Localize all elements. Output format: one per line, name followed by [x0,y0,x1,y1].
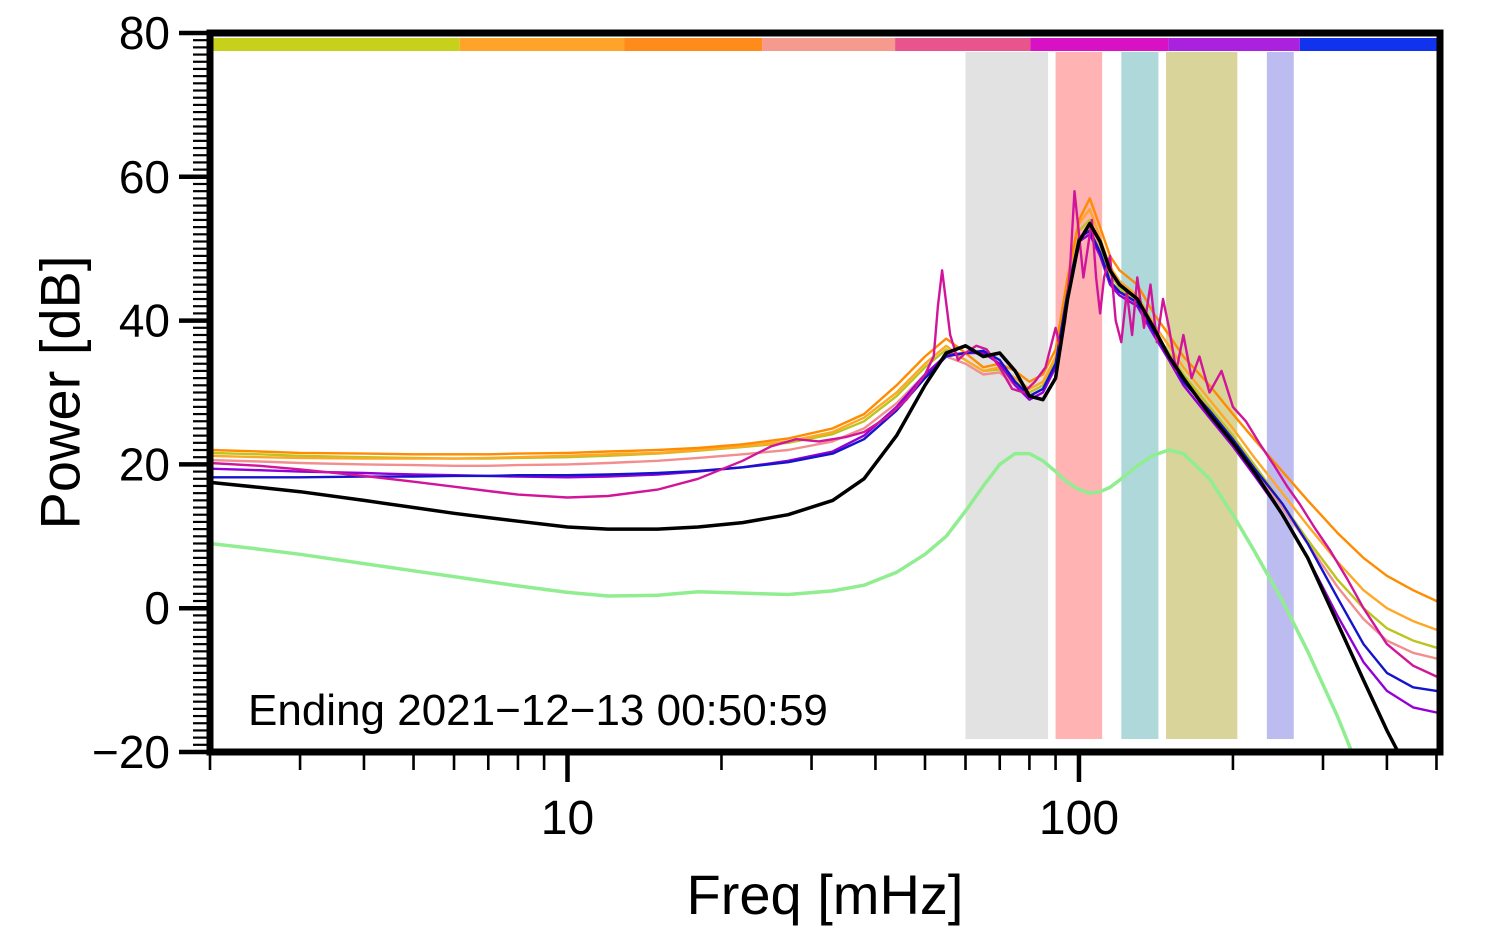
plot-frame [206,29,1444,756]
segment-yellow-green [210,38,460,51]
series-blue [210,229,1438,693]
band-teal [1121,52,1159,739]
band-lavender [1266,52,1294,739]
series-magenta-spiky [210,189,1438,678]
segment-orange-dark [624,38,763,51]
y-tick-label: 0 [144,582,170,634]
spectrum-curves [210,189,1438,752]
segment-blue [1299,38,1440,51]
y-tick-label: 20 [119,438,170,490]
series-orange-dark [210,197,1438,603]
ending-timestamp-annotation: Ending 2021−12−13 00:50:59 [248,686,828,735]
x-axis-label: Freq [mHz] [686,863,964,926]
series-black-mean [210,221,1401,752]
segment-pink-red [895,38,1031,51]
segment-salmon [762,38,896,51]
x-tick-label: 10 [541,792,594,845]
x-tick-label: 100 [1039,792,1119,845]
shaded-frequency-bands [965,52,1294,739]
axis-ticks [179,30,1438,782]
y-tick-label: 80 [119,7,170,59]
top-color-strip [210,38,1440,51]
band-pink [1055,52,1103,739]
y-tick-label: 60 [119,151,170,203]
tick-labels: −20 0 20 40 60 80 10 100 [92,7,1119,845]
series-purple [210,233,1438,714]
series-pale-green [210,448,1354,752]
series-salmon [210,225,1438,660]
segment-magenta [1030,38,1169,51]
segment-orange-light [459,38,625,51]
y-tick-label: 40 [119,295,170,347]
band-gray [965,52,1049,739]
y-tick-label: −20 [92,726,170,778]
segment-purple [1168,38,1300,51]
